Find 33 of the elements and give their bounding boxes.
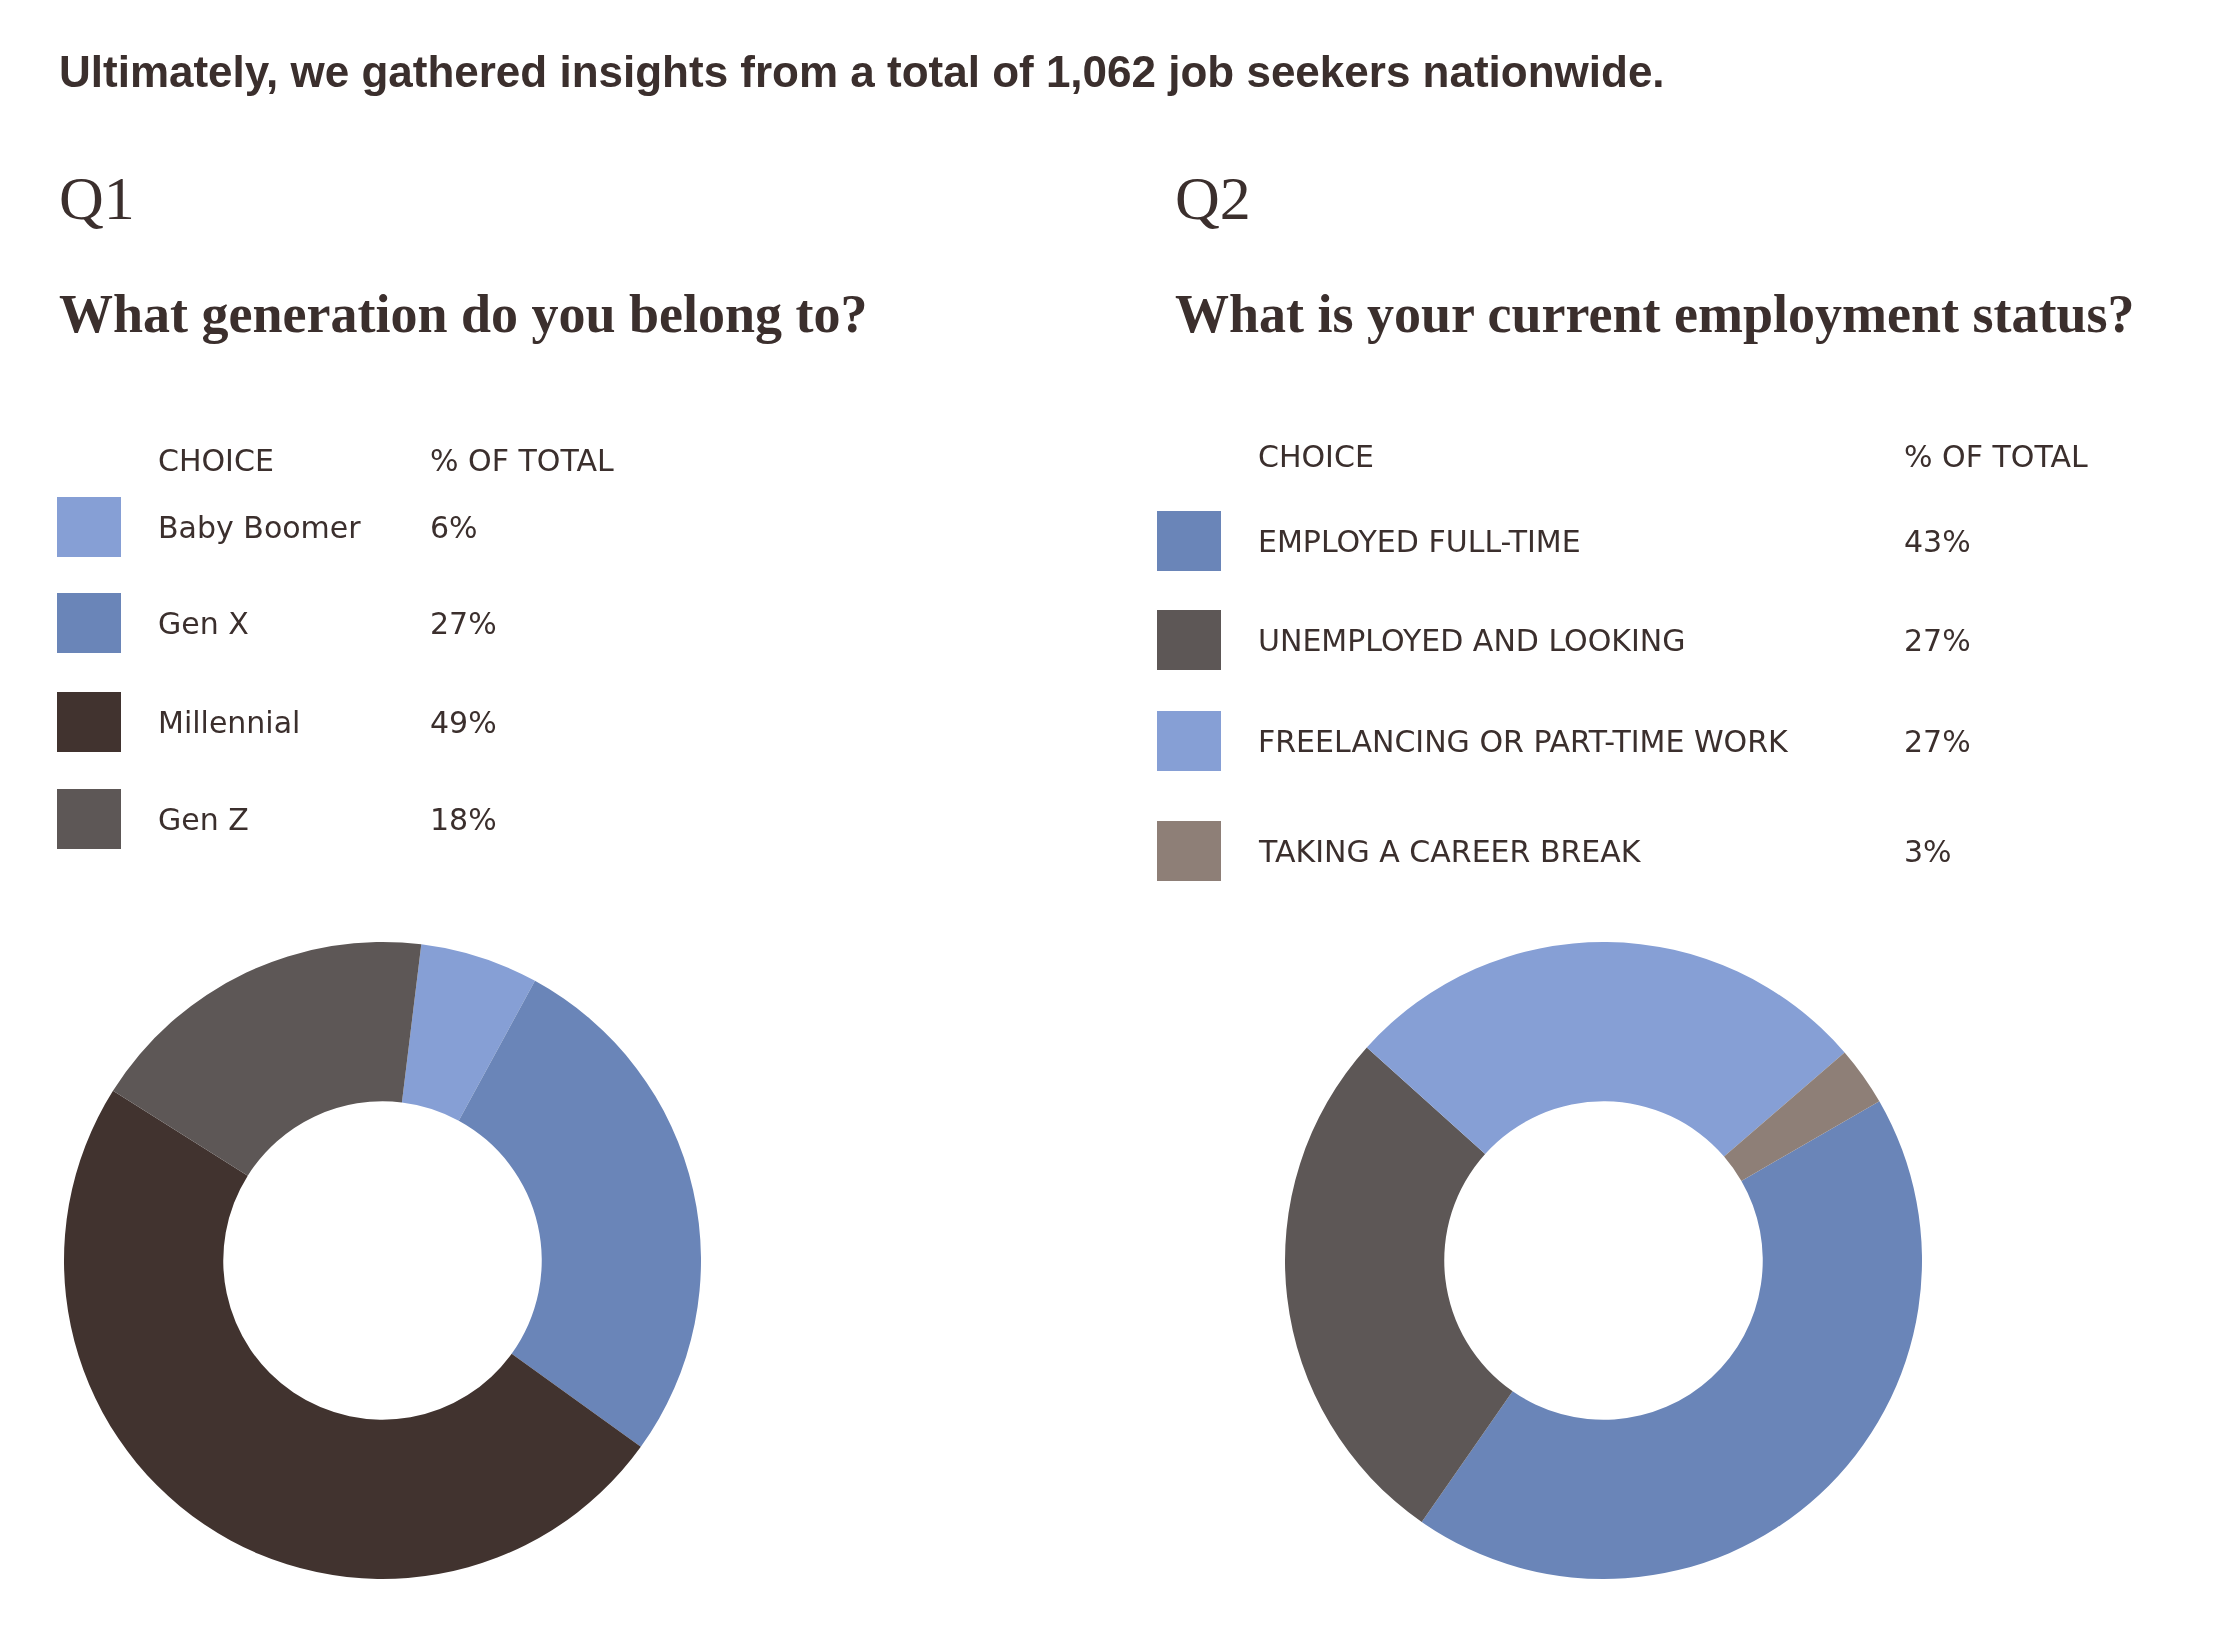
data-label: 6%: [430, 510, 478, 545]
text: CHOICE: [158, 443, 274, 478]
legend-label: Gen Z: [158, 802, 249, 837]
chart-title: What generation do you belong to?: [59, 284, 868, 344]
data-label: 27%: [1904, 724, 1971, 759]
donut-slice: [112, 942, 422, 1176]
data-label: 18%: [430, 802, 497, 837]
legend-label: Baby Boomer: [158, 510, 362, 545]
text: CHOICE: [1258, 439, 1374, 474]
data-label: 49%: [430, 705, 497, 740]
donut-slice: [64, 1090, 641, 1579]
chart-subtitle: Q2: [1175, 164, 1251, 232]
chart-title: What is your current employment status?: [1175, 284, 2135, 344]
donut-slice: [1366, 942, 1845, 1157]
donut-slice: [458, 980, 701, 1447]
data-label: 3%: [1904, 834, 1952, 869]
data-label: 27%: [430, 606, 497, 641]
donut-slice: [1724, 1052, 1880, 1181]
text: Ultimately, we gathered insights from a total of 1,062 job seekers nationwide.: [59, 47, 1665, 96]
legend-label: EMPLOYED FULL-TIME: [1258, 524, 1581, 559]
donut-slice: [1285, 1047, 1513, 1523]
donut-slice: [401, 944, 535, 1121]
donut-slice: [1421, 1101, 1922, 1579]
legend-label: Gen X: [158, 606, 249, 641]
legend-label: TAKING A CAREER BREAK: [1258, 834, 1642, 869]
legend-label: FREELANCING OR PART-TIME WORK: [1258, 724, 1790, 759]
chart-subtitle: Q1: [59, 164, 135, 232]
text: % OF TOTAL: [1904, 439, 2088, 474]
data-label: 43%: [1904, 524, 1971, 559]
data-label: 27%: [1904, 623, 1971, 658]
text: % OF TOTAL: [430, 443, 614, 478]
legend-label: Millennial: [158, 705, 301, 740]
legend-label: UNEMPLOYED AND LOOKING: [1258, 623, 1686, 658]
